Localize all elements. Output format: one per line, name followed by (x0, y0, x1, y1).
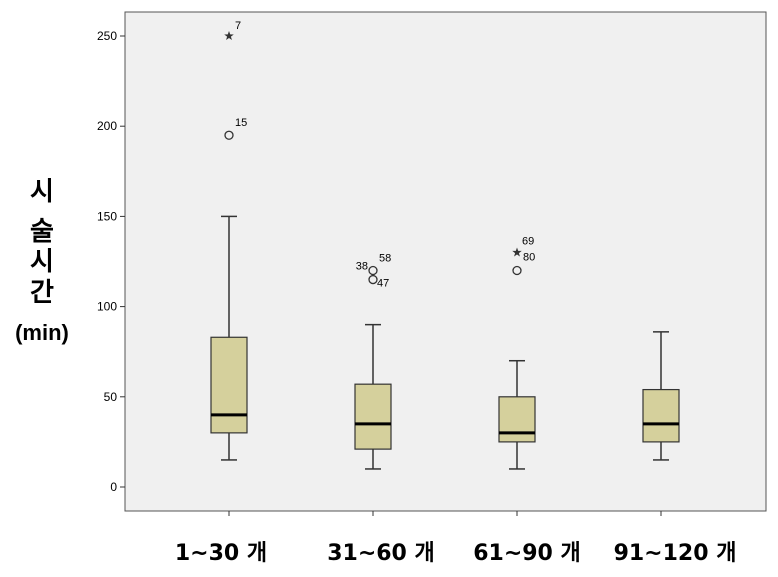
category-labels: 1~30 개 31~60 개 61~90 개 91~120 개 (175, 541, 737, 566)
box-iqr (498, 396, 536, 443)
outlier-circle (224, 130, 234, 140)
outlier-label: 47 (377, 278, 389, 290)
box-iqr (642, 388, 680, 443)
box-group (498, 359, 536, 470)
y-tick-label: 100 (97, 300, 117, 314)
outlier-circle (368, 274, 378, 285)
box-group (354, 323, 392, 470)
y-axis-label-unit: (min) (15, 320, 69, 345)
outlier-circle (368, 265, 378, 276)
box-iqr (210, 336, 248, 434)
outlier-label: 15 (235, 117, 247, 129)
y-axis-label-char: 술 (30, 217, 54, 247)
y-axis-label-char: 간 (30, 278, 54, 308)
y-axis-ticks: 0 50 100 150 200 250 (97, 29, 125, 494)
category-label: 1~30 개 (175, 541, 267, 566)
outlier-circle (512, 265, 522, 276)
category-label: 61~90 개 (473, 541, 581, 566)
outlier-star (512, 247, 522, 257)
box-iqr (354, 383, 392, 450)
outlier-star (224, 31, 234, 41)
y-tick-label: 150 (97, 209, 117, 223)
category-label: 91~120 개 (614, 541, 737, 566)
outlier-label: 7 (235, 20, 241, 32)
outlier-label: 69 (522, 235, 534, 247)
x-axis-ticks (228, 511, 662, 516)
y-axis-label-char: 시 (30, 247, 54, 277)
outlier-label: 38 (356, 261, 368, 273)
box-group (210, 215, 248, 461)
y-tick-label: 250 (97, 29, 117, 43)
outlier-label: 58 (379, 253, 391, 265)
outliers: 7 15 58 38 47 69 80 (224, 20, 535, 290)
y-axis-label-char: 시 (30, 177, 54, 207)
y-tick-label: 50 (104, 390, 118, 404)
category-label: 31~60 개 (327, 541, 435, 566)
boxes (210, 215, 680, 470)
y-tick-label: 0 (110, 480, 117, 494)
box-group (642, 331, 680, 461)
y-tick-label: 200 (97, 119, 117, 133)
outlier-label: 80 (523, 252, 535, 264)
